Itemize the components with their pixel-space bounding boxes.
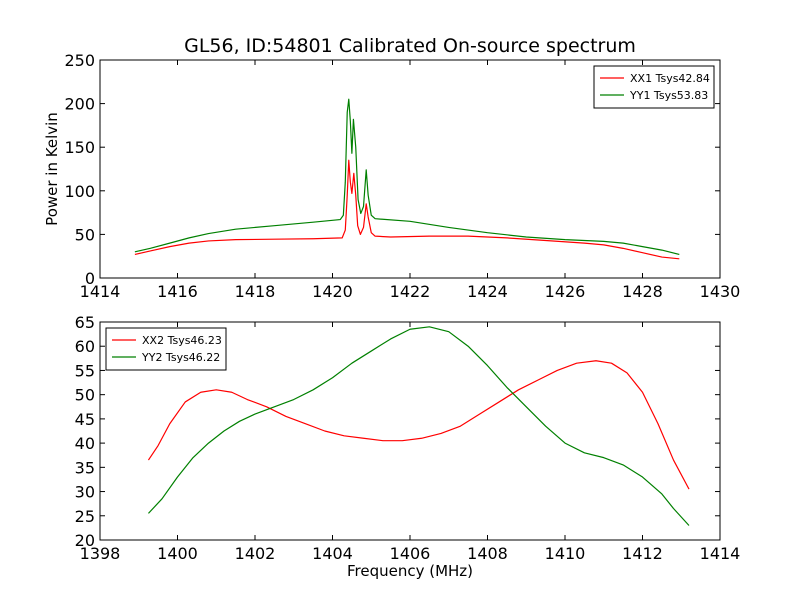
x-tick-label: 1408 [467,544,508,563]
legend-entry: YY1 Tsys53.83 [629,89,708,102]
x-tick-label: 1430 [700,282,741,301]
x-tick-label: 1414 [700,544,741,563]
chart-title: GL56, ID:54801 Calibrated On-source spec… [184,35,636,57]
series-line-2 [148,326,690,526]
x-axis-label: Frequency (MHz) [347,562,473,580]
chart-panel-1: 1414 1416 1418 1420 1422 1424 1426 1428 1430 0 50 1… [43,35,740,301]
series-line-2 [134,98,680,256]
x-tick-label: 1420 [312,282,353,301]
x-tick-label: 1418 [235,282,276,301]
y-tick-label: 200 [64,95,95,114]
y-tick-label: 0 [85,269,95,288]
y-axis-label: Power in Kelvin [43,112,61,226]
y-tick-label: 65 [75,313,95,332]
series-line-1 [134,159,680,260]
y-tick-label: 55 [75,361,95,380]
x-tick-label: 1400 [157,544,198,563]
y-tick-label: 40 [75,434,95,453]
x-tick-label: 1398 [80,544,121,563]
legend-entry: XX2 Tsys46.23 [142,334,222,347]
y-tick-label: 50 [75,386,95,405]
legend-entry: YY2 Tsys46.22 [141,351,220,364]
x-tick-label: 1414 [80,282,121,301]
x-tick-label: 1410 [545,544,586,563]
x-tick-label: 1402 [235,544,276,563]
legend-box [105,327,227,371]
y-tick-label: 30 [75,483,95,502]
x-tick-label: 1412 [622,544,663,563]
legend-box [593,65,715,109]
y-tick-label: 35 [75,458,95,477]
y-tick-label: 20 [75,531,95,550]
chart-panel-2: 1398 1400 1402 1404 1406 1408 1410 1412 1414 20 25… [75,313,741,580]
x-tick-label: 1426 [545,282,586,301]
y-tick-label: 250 [64,51,95,70]
x-tick-label: 1416 [157,282,198,301]
legend-entry: XX1 Tsys42.84 [630,72,710,85]
x-tick-label: 1424 [467,282,508,301]
x-tick-label: 1406 [390,544,431,563]
y-tick-label: 60 [75,337,95,356]
y-tick-label: 45 [75,410,95,429]
x-tick-label: 1428 [622,282,663,301]
y-tick-label: 150 [64,138,95,157]
y-tick-label: 50 [75,225,95,244]
series-line-1 [147,360,690,490]
legend: XX1 Tsys42.84 YY1 Tsys53.83 [593,65,715,109]
legend: XX2 Tsys46.23 YY2 Tsys46.22 [105,327,227,371]
y-tick-label: 100 [64,182,95,201]
x-tick-label: 1404 [312,544,353,563]
y-tick-label: 25 [75,507,95,526]
x-tick-label: 1422 [390,282,431,301]
